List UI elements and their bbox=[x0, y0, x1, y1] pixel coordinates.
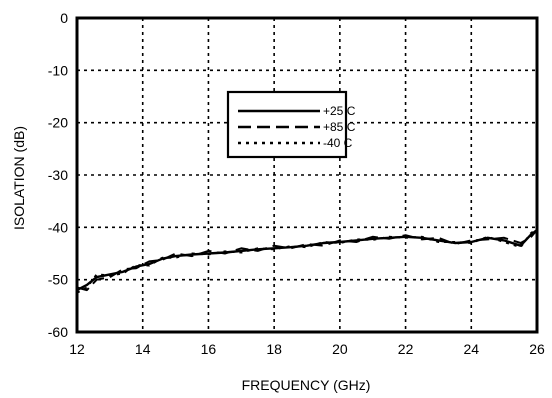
y-tick-label: -30 bbox=[48, 167, 68, 183]
x-tick-label: 20 bbox=[332, 341, 348, 357]
y-tick-label: -10 bbox=[48, 62, 68, 78]
series-line-2 bbox=[76, 229, 538, 292]
legend-label-1: +25 C bbox=[323, 104, 356, 118]
x-tick-label: 26 bbox=[529, 341, 545, 357]
legend-box bbox=[226, 90, 348, 159]
x-axis-ticks: 12 14 16 18 20 22 24 26 bbox=[69, 341, 545, 357]
plot-frame bbox=[75, 16, 539, 334]
legend: +25 C +85 C -40 C bbox=[226, 90, 356, 159]
x-tick-label: 14 bbox=[135, 341, 151, 357]
legend-label-3: -40 C bbox=[323, 136, 353, 150]
x-tick-label: 18 bbox=[266, 341, 282, 357]
x-tick-label: 16 bbox=[201, 341, 217, 357]
y-tick-label: -40 bbox=[48, 219, 68, 235]
x-tick-label: 22 bbox=[398, 341, 414, 357]
y-axis-ticks: 0 -10 -20 -30 -40 -50 -60 bbox=[48, 10, 68, 340]
x-tick-label: 24 bbox=[463, 341, 479, 357]
series-line-3 bbox=[76, 227, 538, 294]
y-axis-label: ISOLATION (dB) bbox=[11, 126, 27, 230]
y-tick-label: -60 bbox=[48, 324, 68, 340]
legend-label-2: +85 C bbox=[323, 120, 356, 134]
y-tick-label: -50 bbox=[48, 272, 68, 288]
x-axis-label: FREQUENCY (GHz) bbox=[242, 377, 371, 393]
y-tick-label: 0 bbox=[60, 10, 68, 26]
x-tick-label: 12 bbox=[69, 341, 85, 357]
grid-lines bbox=[77, 18, 537, 332]
y-tick-label: -20 bbox=[48, 115, 68, 131]
plot-series bbox=[76, 227, 538, 294]
